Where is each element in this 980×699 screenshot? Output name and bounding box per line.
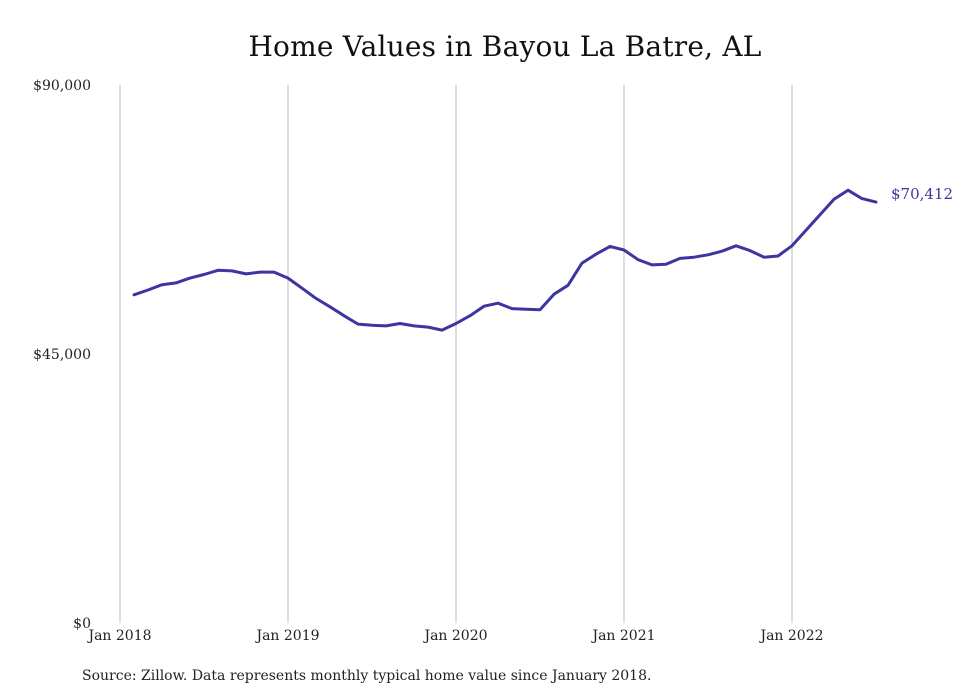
end-value-label: $70,412 — [891, 185, 953, 203]
series-line — [132, 188, 878, 332]
chart-title: Home Values in Bayou La Batre, AL — [248, 30, 762, 63]
x-tick-label-3: Jan 2021 — [590, 628, 655, 644]
y-tick-label-1: $45,000 — [33, 347, 91, 363]
x-tick-label-1: Jan 2019 — [254, 628, 319, 644]
source-note: Source: Zillow. Data represents monthly … — [82, 668, 652, 684]
y-tick-label-0: $0 — [73, 616, 91, 632]
x-tick-label-2: Jan 2020 — [422, 628, 487, 644]
y-tick-label-2: $90,000 — [33, 78, 91, 94]
x-tick-label-0: Jan 2018 — [86, 628, 151, 644]
x-tick-label-4: Jan 2022 — [758, 628, 823, 644]
